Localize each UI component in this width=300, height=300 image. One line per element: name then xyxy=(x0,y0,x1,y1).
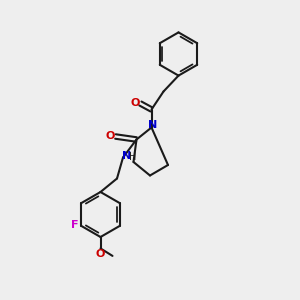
Text: F: F xyxy=(71,220,78,230)
Text: O: O xyxy=(130,98,140,108)
Text: N: N xyxy=(122,151,131,161)
Text: H: H xyxy=(129,152,136,162)
Text: O: O xyxy=(95,249,105,259)
Text: N: N xyxy=(148,120,158,130)
Text: O: O xyxy=(105,131,115,141)
